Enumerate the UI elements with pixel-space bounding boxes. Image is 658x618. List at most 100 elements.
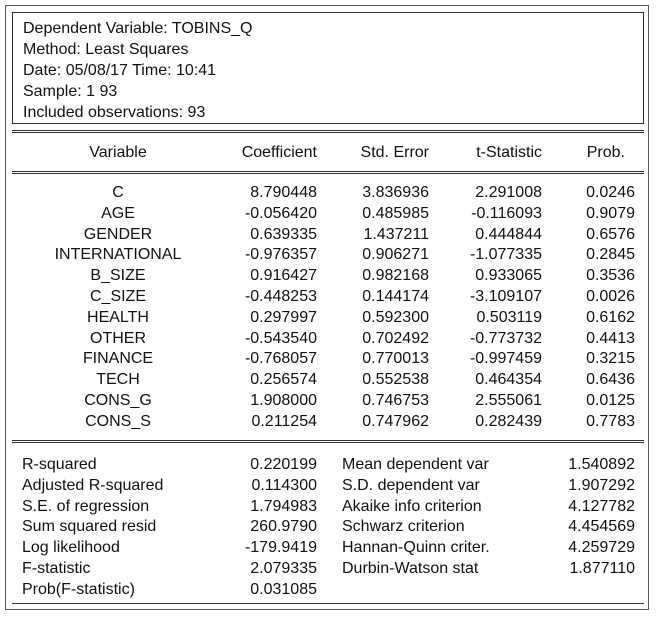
stat-value: 0.031085	[250, 580, 317, 598]
table-cell-coefficient: -0.056420	[244, 204, 317, 222]
date-time-line: Date: 05/08/17 Time: 10:41	[23, 62, 217, 79]
table-cell-prob: 0.0246	[586, 184, 635, 201]
divider-top	[12, 130, 644, 133]
table-cell-t-statistic: 2.555061	[475, 392, 542, 409]
table-cell-std-error: 3.836936	[362, 184, 429, 201]
table-cell-coefficient: 0.256574	[250, 371, 317, 389]
table-cell-coefficient: 0.297997	[250, 308, 317, 326]
table-cell-variable: TECH	[96, 371, 140, 389]
table-cell-prob: 0.6576	[586, 225, 635, 243]
table-cell-prob: 0.2845	[586, 246, 635, 264]
table-cell-std-error: 0.485985	[362, 204, 429, 222]
method-line: Method: Least Squares	[23, 41, 189, 58]
stat-label: S.D. dependent var	[342, 476, 480, 494]
table-cell-variable: C	[112, 184, 124, 201]
stat-label: R-squared	[22, 456, 97, 473]
output-frame	[5, 5, 649, 610]
dependent-variable-line: Dependent Variable: TOBINS_Q	[23, 20, 253, 37]
table-cell-t-statistic: 0.503119	[476, 308, 542, 326]
column-header-prob: Prob.	[586, 144, 625, 161]
table-cell-t-statistic: -0.116093	[471, 204, 542, 222]
stat-value: 1.877110	[569, 560, 635, 577]
stat-label: Adjusted R-squared	[22, 476, 164, 494]
table-cell-t-statistic: 2.291008	[475, 184, 542, 201]
stat-label: Durbin-Watson stat	[342, 560, 479, 577]
table-cell-coefficient: -0.768057	[244, 350, 317, 368]
table-cell-prob: 0.4413	[586, 329, 635, 347]
table-cell-std-error: 0.906271	[362, 246, 429, 264]
column-header-variable: Variable	[89, 144, 147, 161]
table-cell-std-error: 0.770013	[362, 350, 429, 368]
stat-label: Hannan-Quinn criter.	[342, 539, 490, 557]
table-cell-std-error: 1.437211	[363, 225, 429, 243]
estimation-header: Dependent Variable: TOBINS_Q Method: Lea…	[12, 12, 644, 124]
table-cell-prob: 0.0026	[586, 288, 635, 305]
stat-value: 4.454569	[568, 518, 635, 536]
stat-value: -179.9419	[244, 539, 317, 557]
table-cell-prob: 0.6162	[586, 308, 635, 326]
column-header-std-error: Std. Error	[360, 144, 429, 161]
table-cell-variable: OTHER	[90, 329, 146, 347]
stat-value: 2.079335	[250, 560, 317, 577]
table-cell-t-statistic: -3.109107	[469, 288, 542, 305]
stat-value: 260.9790	[250, 518, 317, 536]
stat-value: 1.907292	[568, 476, 635, 494]
table-cell-std-error: 0.746753	[362, 392, 429, 409]
observations-line: Included observations: 93	[23, 104, 206, 121]
stat-value: 0.220199	[250, 456, 317, 473]
stat-label: Mean dependent var	[342, 456, 489, 473]
stat-label: Log likelihood	[22, 539, 120, 557]
stat-label: Sum squared resid	[22, 518, 157, 536]
table-cell-coefficient: -0.976357	[244, 246, 317, 264]
table-cell-variable: GENDER	[83, 225, 153, 243]
table-cell-std-error: 0.592300	[362, 308, 429, 326]
table-cell-variable: C_SIZE	[89, 288, 146, 305]
table-cell-coefficient: 0.211254	[251, 412, 317, 430]
table-cell-variable: INTERNATIONAL	[54, 246, 182, 264]
table-cell-prob: 0.9079	[586, 204, 635, 222]
table-cell-coefficient: 0.639335	[250, 225, 317, 243]
table-cell-prob: 0.3536	[586, 267, 635, 285]
table-cell-variable: AGE	[101, 204, 135, 222]
table-cell-std-error: 0.144174	[362, 288, 429, 305]
stat-value: 1.794983	[250, 497, 317, 515]
divider-bottom	[12, 603, 644, 605]
table-cell-std-error: 0.747962	[362, 412, 429, 430]
stat-label: Akaike info criterion	[342, 497, 482, 515]
table-cell-std-error: 0.982168	[362, 267, 429, 285]
table-cell-prob: 0.6436	[586, 371, 635, 389]
table-cell-t-statistic: 0.444844	[475, 225, 542, 243]
table-cell-t-statistic: 0.464354	[475, 371, 542, 389]
table-cell-t-statistic: -0.773732	[469, 329, 542, 347]
column-header-coefficient: Coefficient	[241, 144, 317, 161]
table-cell-coefficient: 1.908000	[250, 392, 317, 409]
stat-label: F-statistic	[22, 560, 91, 577]
table-cell-prob: 0.7783	[586, 412, 635, 430]
sample-line: Sample: 1 93	[23, 83, 118, 100]
table-cell-t-statistic: -1.077335	[469, 246, 542, 264]
table-cell-t-statistic: 0.933065	[475, 267, 542, 285]
table-cell-variable: FINANCE	[82, 350, 154, 368]
table-cell-variable: CONS_G	[84, 392, 152, 409]
table-cell-variable: B_SIZE	[90, 267, 146, 285]
divider-header	[12, 171, 644, 174]
stat-label: Prob(F-statistic)	[22, 580, 135, 598]
stat-value: 4.127782	[568, 497, 635, 515]
table-cell-t-statistic: 0.282439	[475, 412, 542, 430]
table-cell-variable: CONS_S	[85, 412, 151, 430]
stat-value: 0.114300	[251, 476, 317, 494]
stat-value: 1.540892	[568, 456, 635, 473]
table-cell-variable: HEALTH	[87, 308, 149, 326]
stat-value: 4.259729	[568, 539, 635, 557]
table-cell-coefficient: 8.790448	[250, 184, 317, 201]
column-header-t-statistic: t-Statistic	[476, 144, 542, 161]
divider-stats	[12, 440, 644, 443]
table-cell-std-error: 0.702492	[362, 329, 429, 347]
table-cell-coefficient: -0.448253	[244, 288, 317, 305]
stat-label: Schwarz criterion	[342, 518, 465, 536]
table-cell-std-error: 0.552538	[362, 371, 429, 389]
table-cell-coefficient: -0.543540	[244, 329, 317, 347]
table-cell-t-statistic: -0.997459	[469, 350, 542, 368]
table-cell-prob: 0.0125	[586, 392, 635, 409]
stat-label: S.E. of regression	[22, 497, 150, 515]
